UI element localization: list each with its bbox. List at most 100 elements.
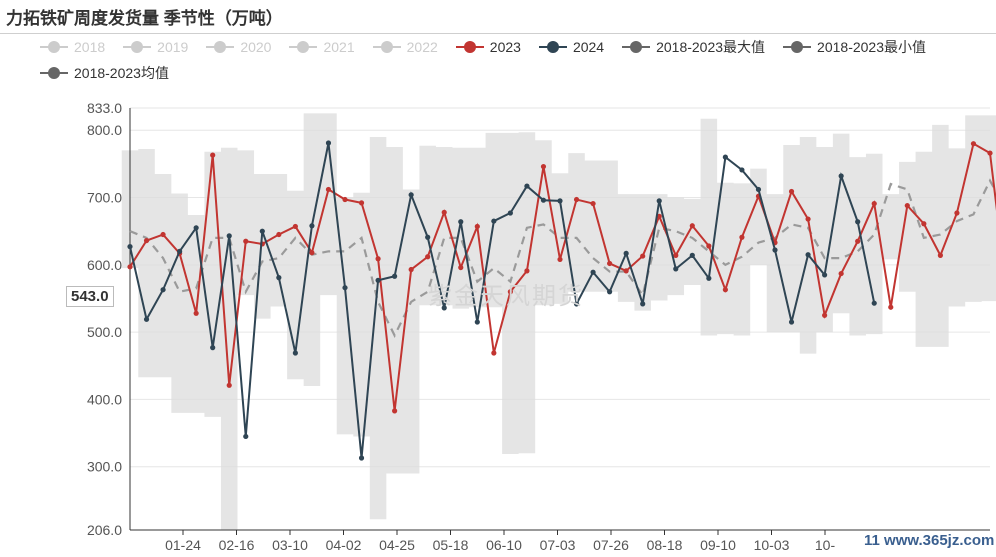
data-point-2023[interactable] <box>888 304 894 310</box>
data-point-2024[interactable] <box>309 223 315 229</box>
data-point-2024[interactable] <box>127 244 133 250</box>
data-point-2023[interactable] <box>491 350 497 356</box>
data-point-2023[interactable] <box>855 238 861 244</box>
legend-item-6[interactable]: 2024 <box>538 37 604 57</box>
legend-item-2[interactable]: 2020 <box>206 37 271 57</box>
data-point-2023[interactable] <box>441 209 447 215</box>
data-point-2023[interactable] <box>160 231 166 238</box>
data-point-2024[interactable] <box>573 301 580 307</box>
data-point-2024[interactable] <box>325 140 332 146</box>
data-point-2023[interactable] <box>507 289 513 295</box>
data-point-2023[interactable] <box>375 256 381 262</box>
data-point-2023[interactable] <box>640 253 646 259</box>
data-point-2024[interactable] <box>292 350 298 356</box>
data-point-2023[interactable] <box>143 237 150 244</box>
data-point-2024[interactable] <box>689 252 695 258</box>
legend-item-8[interactable]: 2018-2023最小值 <box>783 37 926 57</box>
data-point-2023[interactable] <box>689 223 695 229</box>
data-point-2023[interactable] <box>623 268 629 274</box>
data-point-2024[interactable] <box>425 234 431 240</box>
data-point-2023[interactable] <box>292 223 298 230</box>
data-point-2024[interactable] <box>772 247 778 253</box>
data-point-2024[interactable] <box>392 273 398 279</box>
legend-item-0[interactable]: 2018 <box>40 37 105 57</box>
data-point-2024[interactable] <box>838 173 844 179</box>
data-point-2023[interactable] <box>325 186 332 193</box>
data-point-2023[interactable] <box>309 250 315 256</box>
data-point-2023[interactable] <box>474 223 480 230</box>
data-point-2023[interactable] <box>408 266 414 273</box>
data-point-2024[interactable] <box>755 186 762 193</box>
data-point-2023[interactable] <box>458 264 464 271</box>
data-point-2023[interactable] <box>673 252 679 258</box>
data-point-2024[interactable] <box>623 250 629 256</box>
data-point-2024[interactable] <box>871 300 877 306</box>
legend-item-9[interactable]: 2018-2023均值 <box>40 63 169 83</box>
data-point-2024[interactable] <box>259 228 265 234</box>
data-point-2024[interactable] <box>243 433 249 440</box>
data-point-2023[interactable] <box>243 238 249 244</box>
data-point-2023[interactable] <box>524 268 530 274</box>
data-point-2023[interactable] <box>358 200 365 206</box>
data-point-2024[interactable] <box>358 455 365 461</box>
data-point-2024[interactable] <box>458 219 464 225</box>
data-point-2023[interactable] <box>805 216 811 222</box>
data-point-2024[interactable] <box>788 319 795 325</box>
legend-item-1[interactable]: 2019 <box>123 37 188 57</box>
data-point-2024[interactable] <box>540 197 547 203</box>
data-point-2024[interactable] <box>673 266 679 272</box>
data-point-2023[interactable] <box>871 200 877 207</box>
data-point-2024[interactable] <box>491 218 497 224</box>
data-point-2023[interactable] <box>607 260 613 267</box>
data-point-2023[interactable] <box>540 163 547 170</box>
data-point-2023[interactable] <box>970 141 977 147</box>
data-point-2023[interactable] <box>788 188 795 195</box>
data-point-2023[interactable] <box>822 312 828 318</box>
data-point-2024[interactable] <box>507 210 513 216</box>
data-point-2023[interactable] <box>342 196 348 203</box>
data-point-2024[interactable] <box>656 198 662 204</box>
data-point-2023[interactable] <box>954 210 960 216</box>
data-point-2023[interactable] <box>557 256 563 263</box>
data-point-2024[interactable] <box>143 316 150 322</box>
data-point-2024[interactable] <box>210 345 216 351</box>
data-point-2024[interactable] <box>441 305 447 311</box>
data-point-2024[interactable] <box>524 183 530 189</box>
data-point-2023[interactable] <box>706 243 712 249</box>
data-point-2024[interactable] <box>822 272 828 278</box>
data-point-2023[interactable] <box>573 196 580 203</box>
data-point-2024[interactable] <box>855 219 861 225</box>
data-point-2024[interactable] <box>590 269 596 275</box>
data-point-2023[interactable] <box>276 231 282 238</box>
data-point-2024[interactable] <box>160 287 166 293</box>
legend-item-3[interactable]: 2021 <box>289 37 355 57</box>
data-point-2024[interactable] <box>375 277 381 283</box>
data-point-2023[interactable] <box>838 270 844 277</box>
data-point-2024[interactable] <box>276 275 282 281</box>
data-point-2023[interactable] <box>590 200 596 207</box>
data-point-2023[interactable] <box>425 254 431 260</box>
data-point-2024[interactable] <box>640 301 646 307</box>
data-point-2024[interactable] <box>226 233 232 239</box>
legend-item-7[interactable]: 2018-2023最大值 <box>622 37 765 57</box>
data-point-2024[interactable] <box>739 167 745 173</box>
data-point-2024[interactable] <box>193 225 199 231</box>
legend-item-5[interactable]: 2023 <box>455 37 521 57</box>
data-point-2023[interactable] <box>226 382 232 388</box>
data-point-2024[interactable] <box>706 275 712 281</box>
data-point-2023[interactable] <box>392 408 398 414</box>
data-point-2024[interactable] <box>805 252 811 258</box>
data-point-2024[interactable] <box>177 248 183 254</box>
data-point-2024[interactable] <box>557 198 563 204</box>
data-point-2023[interactable] <box>739 234 745 240</box>
data-point-2023[interactable] <box>937 252 943 258</box>
data-point-2023[interactable] <box>921 221 927 227</box>
data-point-2024[interactable] <box>342 285 348 291</box>
data-point-2023[interactable] <box>127 264 133 270</box>
data-point-2023[interactable] <box>193 310 199 316</box>
data-point-2023[interactable] <box>722 287 728 293</box>
data-point-2024[interactable] <box>408 192 414 198</box>
data-point-2024[interactable] <box>722 154 728 160</box>
data-point-2023[interactable] <box>210 152 216 158</box>
data-point-2023[interactable] <box>987 150 993 156</box>
